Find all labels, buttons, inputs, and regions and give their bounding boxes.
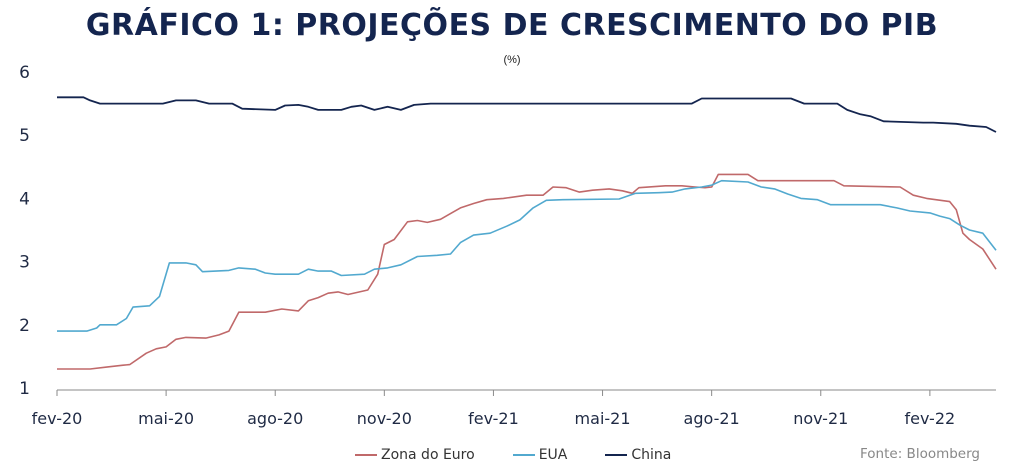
x-tick-label: mai-21 <box>575 409 631 428</box>
x-tick-label: fev-22 <box>905 409 956 428</box>
legend-item-china: China <box>605 447 671 463</box>
x-axis-ticks: fev-20 mai-20 ago-20 nov-20 fev-21 mai-21 ago-… <box>32 390 956 428</box>
legend-swatch <box>355 454 377 456</box>
chart-title: GRÁFICO 1: PROJEÇÕES DE CRESCIMENTO DO P… <box>85 8 939 43</box>
legend-item-zona-do-euro: Zona do Euro <box>355 447 475 463</box>
y-tick-label: 3 <box>19 253 30 273</box>
x-tick-label: fev-21 <box>468 409 519 428</box>
source-note: Fonte: Bloomberg <box>860 446 980 462</box>
x-tick-label: fev-20 <box>32 409 83 428</box>
y-tick-label: 4 <box>19 189 30 209</box>
y-tick-label: 6 <box>19 63 30 83</box>
x-tick-label: mai-20 <box>138 409 194 428</box>
y-tick-label: 1 <box>19 379 30 399</box>
legend-label: EUA <box>538 447 568 463</box>
y-axis-ticks: 1 2 3 4 5 6 <box>19 63 30 399</box>
series-line-zona-do-euro <box>57 173 997 370</box>
legend-label: China <box>631 447 672 463</box>
legend-label: Zona do Euro <box>381 447 475 463</box>
y-tick-label: 2 <box>19 316 30 336</box>
series-line-eua <box>57 179 997 332</box>
series-lines <box>57 96 997 370</box>
legend: Zona do Euro EUA China <box>355 447 709 463</box>
series-line-china <box>57 96 997 133</box>
x-tick-label: nov-20 <box>357 409 412 428</box>
legend-item-eua: EUA <box>512 447 568 463</box>
y-tick-label: 5 <box>19 126 30 146</box>
x-tick-label: ago-21 <box>684 409 740 428</box>
chart-subtitle: (%) <box>503 54 521 66</box>
legend-swatch <box>605 454 628 456</box>
legend-swatch <box>512 454 535 456</box>
x-tick-label: nov-21 <box>793 409 848 428</box>
x-tick-label: ago-20 <box>247 409 303 428</box>
